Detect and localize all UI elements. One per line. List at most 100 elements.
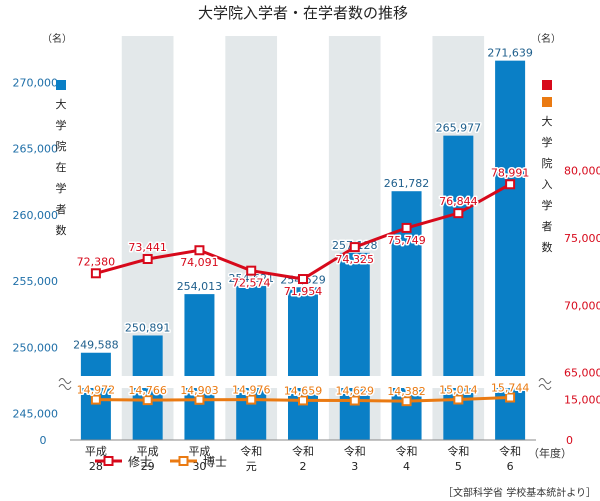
line-marker bbox=[401, 222, 412, 233]
axis-break-mark bbox=[58, 384, 72, 390]
bar bbox=[288, 287, 318, 440]
line-value-label: 74,091 bbox=[180, 256, 219, 269]
left-axis-title-char: 院 bbox=[56, 139, 67, 153]
line-marker bbox=[298, 274, 308, 285]
left-axis-title-char: 在 bbox=[56, 161, 67, 174]
source-note: ［文部科学省 学校基本統計より］ bbox=[443, 486, 596, 499]
line-marker bbox=[246, 265, 257, 276]
line-value-label: 14,766 bbox=[128, 384, 167, 397]
line-marker bbox=[349, 242, 360, 253]
line-value-label: 14,382 bbox=[387, 385, 426, 398]
bar-value-label: 265,977 bbox=[436, 122, 482, 135]
axis-break-band bbox=[56, 376, 550, 388]
line-value-label: 76,844 bbox=[439, 195, 478, 208]
right-axis-title-char: 大 bbox=[542, 114, 553, 128]
line-marker bbox=[505, 392, 516, 403]
line-marker bbox=[453, 208, 464, 219]
left-tick-label: 255,000 bbox=[13, 275, 59, 288]
right-axis-title-char: 学 bbox=[542, 198, 553, 212]
bar bbox=[236, 286, 267, 440]
right-tick-label: 65,000 bbox=[564, 367, 600, 380]
category-label-year: 元 bbox=[246, 460, 257, 473]
line-marker bbox=[505, 179, 516, 190]
line-value-label: 73,441 bbox=[128, 241, 167, 254]
line-marker bbox=[194, 394, 205, 405]
line-value-label: 14,659 bbox=[284, 384, 323, 397]
right-axis-unit: （名） bbox=[531, 32, 561, 45]
category-label-era: 平成 bbox=[85, 445, 107, 458]
left-zero-label: 0 bbox=[40, 434, 47, 447]
line-marker bbox=[194, 245, 205, 256]
left-tick-label: 265,000 bbox=[13, 143, 59, 156]
bar-value-label: 254,013 bbox=[177, 280, 223, 293]
left-tick-label: 270,000 bbox=[13, 76, 59, 89]
line-value-label: 72,380 bbox=[77, 255, 116, 268]
line-value-label: 14,976 bbox=[232, 384, 271, 397]
line-value-label: 75,749 bbox=[387, 234, 426, 247]
right-axis-title-char: 数 bbox=[542, 241, 553, 254]
bar bbox=[443, 135, 474, 440]
bar bbox=[339, 252, 370, 440]
bar-value-label: 261,782 bbox=[384, 177, 430, 190]
line-value-label: 14,629 bbox=[336, 385, 375, 398]
category-label-year: 5 bbox=[455, 460, 462, 473]
line-marker bbox=[349, 395, 360, 406]
line-marker bbox=[90, 394, 101, 405]
category-label-era: 令和 bbox=[240, 444, 262, 458]
line-marker bbox=[142, 395, 153, 406]
category-label-era: 令和 bbox=[396, 444, 418, 458]
bar-value-label: 250,891 bbox=[125, 321, 171, 334]
line-value-label: 71,954 bbox=[284, 285, 323, 298]
category-label-era: 平成 bbox=[137, 445, 159, 458]
right-axis-title-char: 者 bbox=[542, 220, 553, 233]
line-value-label: 15,744 bbox=[491, 381, 530, 394]
axis-break-mark bbox=[538, 384, 552, 390]
chart-title: 大学院入学者・在学者数の推移 bbox=[198, 4, 408, 22]
x-axis-label: （年度） bbox=[528, 446, 572, 460]
line-marker bbox=[401, 396, 412, 407]
category-label-year: 2 bbox=[300, 460, 307, 473]
left-tick-label: 260,000 bbox=[13, 209, 59, 222]
line-value-label: 15,014 bbox=[439, 383, 478, 396]
legend-label-doctor: 博士 bbox=[203, 454, 227, 469]
line-marker bbox=[298, 395, 308, 406]
axis-break-mark bbox=[58, 378, 72, 384]
bar-value-label: 254,621 bbox=[228, 272, 274, 285]
category-label-year: 6 bbox=[507, 460, 514, 473]
line-value-label: 78,991 bbox=[491, 166, 530, 179]
right-axis-title-char: 入 bbox=[542, 178, 553, 191]
line-marker bbox=[142, 253, 153, 264]
left-tick-label: 250,000 bbox=[13, 341, 59, 354]
category-label-year: 29 bbox=[141, 460, 155, 473]
right-tick-label: 70,000 bbox=[564, 299, 600, 312]
right-axis-title-char: 院 bbox=[542, 156, 553, 170]
right-axis-color-key bbox=[542, 80, 552, 90]
plot-area: 249,588250,891254,013254,621254,529257,1… bbox=[13, 36, 600, 473]
bar bbox=[184, 294, 215, 440]
right-tick-label: 15,000 bbox=[564, 394, 600, 407]
line-value-label: 14,903 bbox=[180, 384, 219, 397]
bar-value-label: 271,639 bbox=[487, 47, 533, 60]
line-marker bbox=[453, 394, 464, 405]
left-axis-unit: （名） bbox=[42, 32, 72, 45]
right-zero-label: 0 bbox=[566, 434, 573, 447]
category-label-year: 28 bbox=[89, 460, 103, 473]
legend: 修士 博士 bbox=[95, 454, 227, 469]
left-axis-title-char: 数 bbox=[56, 224, 67, 237]
line-value-label: 72,574 bbox=[232, 277, 271, 290]
line-value-label: 74,325 bbox=[336, 253, 375, 266]
left-axis-color-key bbox=[56, 80, 66, 90]
left-axis-title-char: 者 bbox=[56, 203, 67, 216]
category-label-era: 令和 bbox=[344, 444, 366, 458]
bar-value-label: 249,588 bbox=[73, 339, 119, 352]
category-label-year: 4 bbox=[403, 460, 410, 473]
category-label-year: 3 bbox=[351, 460, 358, 473]
category-label-era: 令和 bbox=[499, 444, 521, 458]
legend-marker-master bbox=[103, 456, 114, 466]
legend-marker-doctor bbox=[178, 456, 189, 466]
right-tick-label: 80,000 bbox=[564, 165, 600, 178]
left-axis-title-char: 学 bbox=[56, 181, 67, 195]
right-tick-label: 75,000 bbox=[564, 232, 600, 245]
category-label-era: 令和 bbox=[447, 444, 469, 458]
